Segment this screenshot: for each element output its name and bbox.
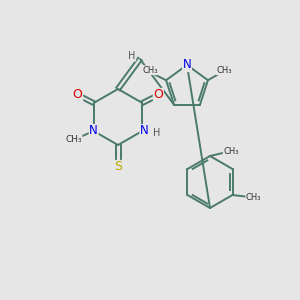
Text: CH₃: CH₃: [223, 148, 239, 157]
Text: N: N: [183, 58, 191, 71]
Text: H: H: [128, 51, 136, 61]
Text: CH₃: CH₃: [246, 193, 261, 202]
Text: CH₃: CH₃: [216, 66, 232, 75]
Text: S: S: [114, 160, 122, 173]
Text: H: H: [153, 128, 160, 138]
Text: CH₃: CH₃: [65, 136, 82, 145]
Text: O: O: [73, 88, 82, 101]
Text: CH₃: CH₃: [142, 66, 158, 75]
Text: O: O: [153, 88, 163, 101]
Text: N: N: [140, 124, 149, 137]
Text: N: N: [89, 124, 98, 137]
